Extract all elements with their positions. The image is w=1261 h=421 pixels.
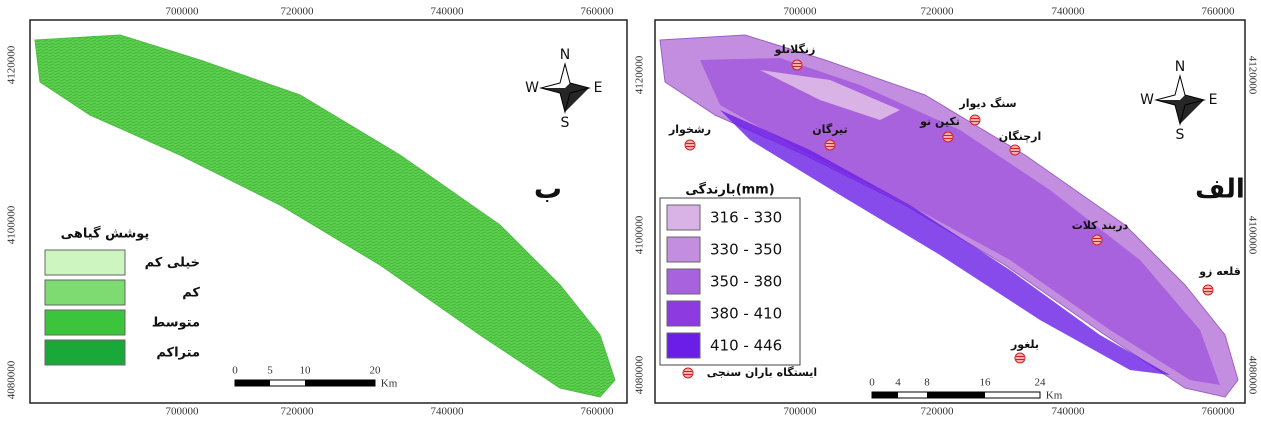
compass-n: N bbox=[1175, 59, 1185, 75]
compass-s: S bbox=[1176, 127, 1185, 143]
legend-title: بارندگی(mm) bbox=[685, 182, 774, 198]
y-tick-label: 4100000 bbox=[634, 215, 646, 254]
scale-unit: Km bbox=[1046, 390, 1063, 402]
legend-swatch bbox=[45, 280, 125, 305]
legend-label: متوسط bbox=[152, 316, 200, 331]
legend-swatch bbox=[667, 301, 700, 326]
compass-s: S bbox=[561, 115, 570, 131]
legend-label: 316 - 330 bbox=[710, 209, 782, 227]
scale-label: 4 bbox=[895, 377, 901, 389]
scale-bar bbox=[305, 380, 375, 386]
scale-label: 8 bbox=[924, 377, 930, 389]
legend-label: 330 - 350 bbox=[710, 241, 782, 259]
station-label: رشخوار bbox=[668, 123, 711, 136]
station-marker bbox=[1092, 235, 1102, 245]
station-label: دربند کلات bbox=[1072, 219, 1129, 232]
station-label: بلغور bbox=[1010, 338, 1039, 351]
map-label: الف bbox=[1195, 175, 1245, 205]
y-tick-label: 4100000 bbox=[6, 205, 18, 244]
y-tick-label: 4080000 bbox=[6, 360, 18, 399]
station-marker bbox=[943, 132, 953, 142]
scale-label: 0 bbox=[232, 365, 238, 377]
legend-station: ایستگاه باران سنجی bbox=[707, 366, 817, 379]
station-marker bbox=[825, 140, 835, 150]
scale-bar bbox=[872, 392, 898, 398]
x-tick-label: 740000 bbox=[431, 6, 465, 18]
x-tick-label: 760000 bbox=[581, 6, 615, 18]
compass-w: W bbox=[1140, 92, 1154, 108]
x-tick-label: 760000 bbox=[1202, 406, 1236, 418]
compass-w: W bbox=[525, 80, 539, 96]
station-label: تیرگان bbox=[812, 123, 847, 136]
x-tick-label: 700000 bbox=[784, 406, 818, 418]
x-tick-label: 760000 bbox=[581, 406, 615, 418]
compass-e: E bbox=[1209, 92, 1218, 108]
legend-label: کم bbox=[182, 286, 200, 301]
y-tick-label: 4080000 bbox=[1246, 356, 1258, 395]
y-tick-label: 4100000 bbox=[1246, 216, 1258, 255]
station-marker bbox=[970, 115, 980, 125]
scale-label: 16 bbox=[980, 377, 992, 389]
compass-e: E bbox=[594, 80, 603, 96]
scale-label: 20 bbox=[370, 365, 382, 377]
x-tick-label: 700000 bbox=[784, 6, 818, 18]
legend-swatch bbox=[45, 250, 125, 275]
legend-swatch bbox=[667, 237, 700, 262]
legend-label: 350 - 380 bbox=[710, 273, 782, 291]
scale-label: 0 bbox=[869, 377, 875, 389]
figure: 700000 700000 720000 720000 740000 740000 7600… bbox=[0, 0, 1261, 421]
station-label: ارچنگان bbox=[999, 130, 1041, 143]
legend-label: متراکم bbox=[156, 346, 200, 361]
x-tick-label: 740000 bbox=[1052, 6, 1086, 18]
station-label: زنگلانلو bbox=[774, 43, 816, 56]
scale-label: 24 bbox=[1035, 377, 1047, 389]
scale-bar bbox=[927, 392, 985, 398]
legend-title: پوشش گیاهی bbox=[61, 226, 150, 242]
station-label: قلعه زو bbox=[1198, 265, 1241, 278]
station-marker bbox=[1015, 353, 1025, 363]
x-tick-label: 740000 bbox=[431, 406, 465, 418]
y-tick-label: 4120000 bbox=[6, 45, 18, 84]
legend-label: خیلی کم bbox=[145, 256, 200, 271]
x-tick-label: 720000 bbox=[921, 406, 955, 418]
station-marker bbox=[792, 60, 802, 70]
x-tick-label: 720000 bbox=[281, 406, 315, 418]
legend-swatch bbox=[45, 340, 125, 365]
station-marker bbox=[683, 368, 693, 378]
scale-unit: Km bbox=[381, 378, 398, 390]
legend-label: 410 - 446 bbox=[710, 337, 782, 355]
scale-label: 5 bbox=[267, 365, 273, 377]
y-tick-label: 4120000 bbox=[634, 55, 646, 94]
legend-swatch bbox=[45, 310, 125, 335]
compass-n: N bbox=[560, 47, 570, 63]
scale-label: 10 bbox=[300, 365, 312, 377]
x-tick-label: 720000 bbox=[921, 6, 955, 18]
station-marker bbox=[685, 140, 695, 150]
legend-swatch bbox=[667, 205, 700, 230]
scale-bar bbox=[235, 380, 270, 386]
station-marker bbox=[1203, 285, 1213, 295]
x-tick-label: 700000 bbox=[166, 6, 200, 18]
legend-swatch bbox=[667, 269, 700, 294]
station-marker bbox=[1010, 145, 1020, 155]
station-label: تکین نو bbox=[919, 115, 960, 128]
y-tick-label: 4080000 bbox=[634, 355, 646, 394]
legend-label: 380 - 410 bbox=[710, 305, 782, 323]
x-tick-label: 720000 bbox=[281, 6, 315, 18]
x-tick-label: 740000 bbox=[1052, 406, 1086, 418]
y-tick-label: 4120000 bbox=[1246, 56, 1258, 95]
x-tick-label: 760000 bbox=[1202, 6, 1236, 18]
station-label: سنگ دیوار bbox=[958, 96, 1016, 110]
x-tick-label: 700000 bbox=[166, 406, 200, 418]
legend-swatch bbox=[667, 333, 700, 358]
map-label: ب bbox=[534, 172, 562, 205]
